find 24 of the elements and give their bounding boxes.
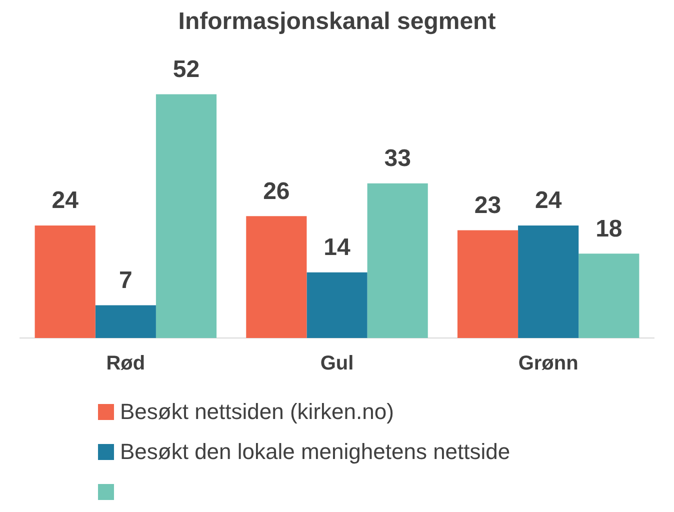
data-label: 14 bbox=[324, 234, 351, 262]
data-label: 26 bbox=[263, 178, 290, 205]
data-label: 24 bbox=[534, 187, 562, 214]
x-tick-label: Grønn bbox=[518, 352, 578, 375]
data-label: 7 bbox=[118, 266, 132, 294]
data-label: 18 bbox=[596, 215, 622, 242]
bar bbox=[34, 226, 96, 338]
bar bbox=[518, 226, 579, 338]
data-label: 33 bbox=[384, 144, 411, 172]
bar bbox=[457, 230, 518, 338]
bar bbox=[306, 272, 368, 338]
legend-label: Besøkt den lokale menighetens nettside bbox=[120, 439, 510, 465]
bar bbox=[578, 254, 640, 338]
x-tick-label: Rød bbox=[106, 352, 146, 375]
x-tick-label: Gul bbox=[320, 352, 354, 375]
bar bbox=[156, 94, 217, 338]
data-label: 52 bbox=[172, 56, 200, 83]
legend-label: Besøkt nettsiden (kirken.no) bbox=[120, 399, 394, 425]
bar bbox=[246, 216, 307, 338]
bar bbox=[367, 183, 428, 338]
chart-title: Informasjonskanal segment bbox=[178, 8, 496, 36]
bar bbox=[95, 305, 156, 338]
data-label: 24 bbox=[52, 187, 80, 214]
data-label: 23 bbox=[474, 192, 502, 219]
